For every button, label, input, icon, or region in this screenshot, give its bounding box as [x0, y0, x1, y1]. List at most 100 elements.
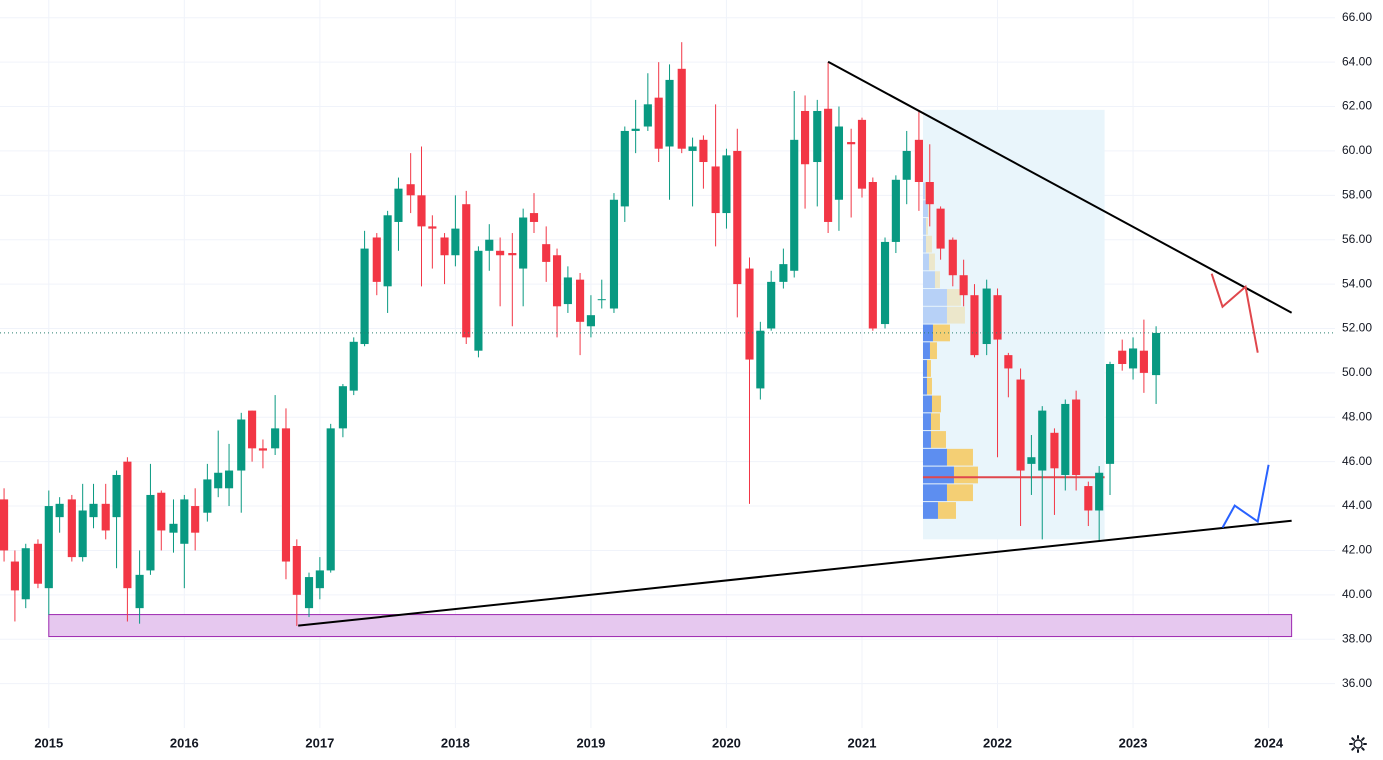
candle-body [959, 275, 968, 296]
candle-body [44, 506, 53, 589]
candle-body [1095, 472, 1104, 511]
profile-down-bar [934, 271, 940, 289]
candle-body [89, 503, 98, 518]
profile-up-bar [922, 306, 947, 324]
candle-body [677, 68, 686, 149]
profile-up-bar [922, 342, 930, 360]
candle-body [552, 255, 562, 307]
candle-body [880, 241, 890, 325]
profile-up-bar [922, 324, 933, 342]
candle-body [711, 166, 720, 214]
candle-body [372, 237, 381, 282]
candle-body [146, 494, 155, 571]
candle-body [485, 239, 494, 251]
profile-up-bar [922, 253, 929, 271]
profile-down-bar [953, 466, 978, 484]
y-tick-label: 50.00 [1342, 365, 1372, 379]
profile-down-bar [926, 377, 932, 395]
candle-body [169, 523, 178, 533]
candle-body [21, 548, 30, 600]
profile-up-bar [922, 395, 932, 413]
candle-body [123, 461, 132, 589]
x-tick-label: 2023 [1119, 735, 1148, 750]
x-tick-label: 2016 [170, 735, 199, 750]
y-tick-label: 66.00 [1342, 10, 1372, 24]
candle-body [847, 142, 856, 145]
candle-body [349, 341, 358, 391]
candle-body [292, 546, 301, 595]
candle-body [0, 499, 9, 551]
candle-body [180, 499, 189, 544]
x-tick-label: 2020 [712, 735, 741, 750]
candle-body [237, 419, 246, 471]
x-tick-label: 2024 [1254, 735, 1284, 750]
candle-body [891, 179, 900, 242]
candle-body [1061, 403, 1070, 475]
candle-body [440, 237, 449, 256]
candle-body [417, 195, 426, 227]
candle-body [203, 479, 212, 513]
candle-body [970, 295, 979, 356]
candle-body [982, 288, 991, 345]
candle-body [474, 250, 483, 351]
candle-body [1084, 486, 1093, 511]
profile-up-bar [922, 360, 927, 377]
candle-body [360, 248, 369, 345]
candle-body [620, 130, 629, 207]
candle-body [315, 570, 324, 589]
profile-up-bar [922, 235, 926, 253]
candle-body [902, 150, 911, 180]
candle-body [1118, 350, 1127, 364]
profile-up-bar [922, 484, 947, 502]
profile-down-bar [946, 289, 961, 306]
candle-body [55, 503, 64, 518]
candle-body [1004, 355, 1013, 369]
candle-body [993, 295, 1002, 340]
candle-body [813, 110, 822, 163]
candle-body [563, 277, 572, 305]
candle-body [508, 253, 517, 256]
x-tick-label: 2015 [34, 735, 63, 750]
candle-body [699, 139, 708, 163]
candle-body [790, 139, 799, 271]
candle-body [756, 330, 765, 389]
trend-drawing [1221, 464, 1270, 529]
candle-body [135, 574, 144, 609]
candle-body [214, 472, 223, 489]
candle-body [688, 146, 697, 151]
y-tick-label: 60.00 [1342, 143, 1372, 157]
profile-down-bar [946, 306, 965, 324]
candle-body [925, 182, 934, 205]
profile-up-bar [922, 502, 938, 519]
candle-body [834, 126, 844, 200]
candle-body [801, 110, 810, 165]
candle-body [112, 474, 121, 518]
profile-up-bar [922, 289, 947, 306]
candle-body [868, 182, 877, 329]
trend-drawing [1210, 273, 1259, 353]
settings-icon[interactable] [1349, 735, 1367, 753]
profile-down-bar [931, 395, 941, 413]
candle-body [451, 228, 460, 256]
candle-body [191, 506, 200, 533]
candle-body [597, 299, 606, 301]
candle-body [1105, 364, 1115, 464]
profile-up-bar [922, 218, 926, 235]
y-tick-label: 40.00 [1342, 587, 1372, 601]
x-tick-label: 2022 [983, 735, 1012, 750]
zone [48, 614, 1293, 638]
candle-body [78, 510, 87, 558]
candle-body [1128, 348, 1138, 369]
candle-body [824, 108, 833, 222]
candle-body [258, 448, 267, 451]
candle-body [1072, 399, 1081, 475]
profile-up-bar [922, 182, 925, 200]
plot-area [0, 42, 1335, 638]
y-tick-label: 44.00 [1342, 498, 1372, 512]
y-tick-label: 62.00 [1342, 99, 1372, 113]
candle-body [496, 250, 505, 256]
y-tick-label: 58.00 [1342, 187, 1372, 201]
candle-body [1027, 457, 1036, 464]
candle-body [631, 128, 640, 131]
